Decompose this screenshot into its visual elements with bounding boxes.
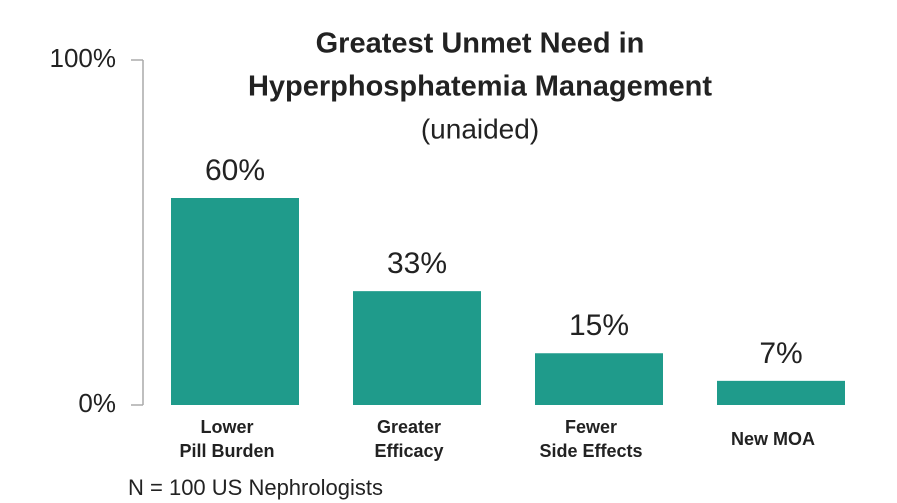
- y-tick-label: 100%: [50, 43, 117, 73]
- value-label: 15%: [569, 309, 629, 342]
- bar: [353, 291, 481, 405]
- value-label: 60%: [205, 154, 265, 187]
- chart-title: Greatest Unmet Need in Hyperphosphatemia …: [248, 27, 712, 102]
- value-label: 33%: [387, 247, 447, 280]
- x-tick-label: New MOA: [731, 429, 815, 449]
- bar: [717, 380, 845, 405]
- footnote: N = 100 US Nephrologists: [128, 475, 383, 500]
- x-tick-label: Fewer Side Effects: [539, 417, 642, 461]
- chart-subtitle: (unaided): [421, 113, 539, 144]
- y-tick-label: 0%: [78, 388, 116, 418]
- x-tick-label: Lower Pill Burden: [179, 417, 274, 461]
- value-label: 7%: [759, 337, 802, 370]
- bar: [535, 353, 663, 405]
- bar: [171, 198, 299, 405]
- x-tick-label: Greater Efficacy: [374, 417, 443, 461]
